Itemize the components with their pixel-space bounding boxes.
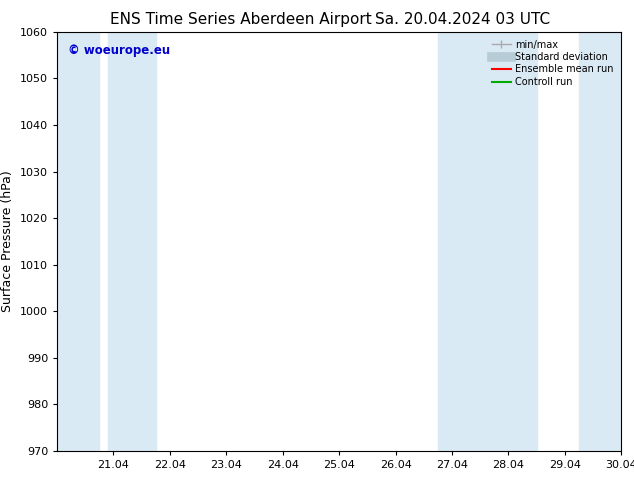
Text: ENS Time Series Aberdeen Airport: ENS Time Series Aberdeen Airport [110, 12, 372, 27]
Text: Sa. 20.04.2024 03 UTC: Sa. 20.04.2024 03 UTC [375, 12, 550, 27]
Bar [57, 32, 100, 451]
Text: © woeurope.eu: © woeurope.eu [68, 45, 171, 57]
Bar [481, 32, 536, 451]
Bar [579, 32, 621, 451]
Y-axis label: Surface Pressure (hPa): Surface Pressure (hPa) [1, 171, 15, 312]
Bar [438, 32, 481, 451]
Legend: min/max, Standard deviation, Ensemble mean run, Controll run: min/max, Standard deviation, Ensemble me… [489, 37, 616, 90]
Bar [108, 32, 156, 451]
